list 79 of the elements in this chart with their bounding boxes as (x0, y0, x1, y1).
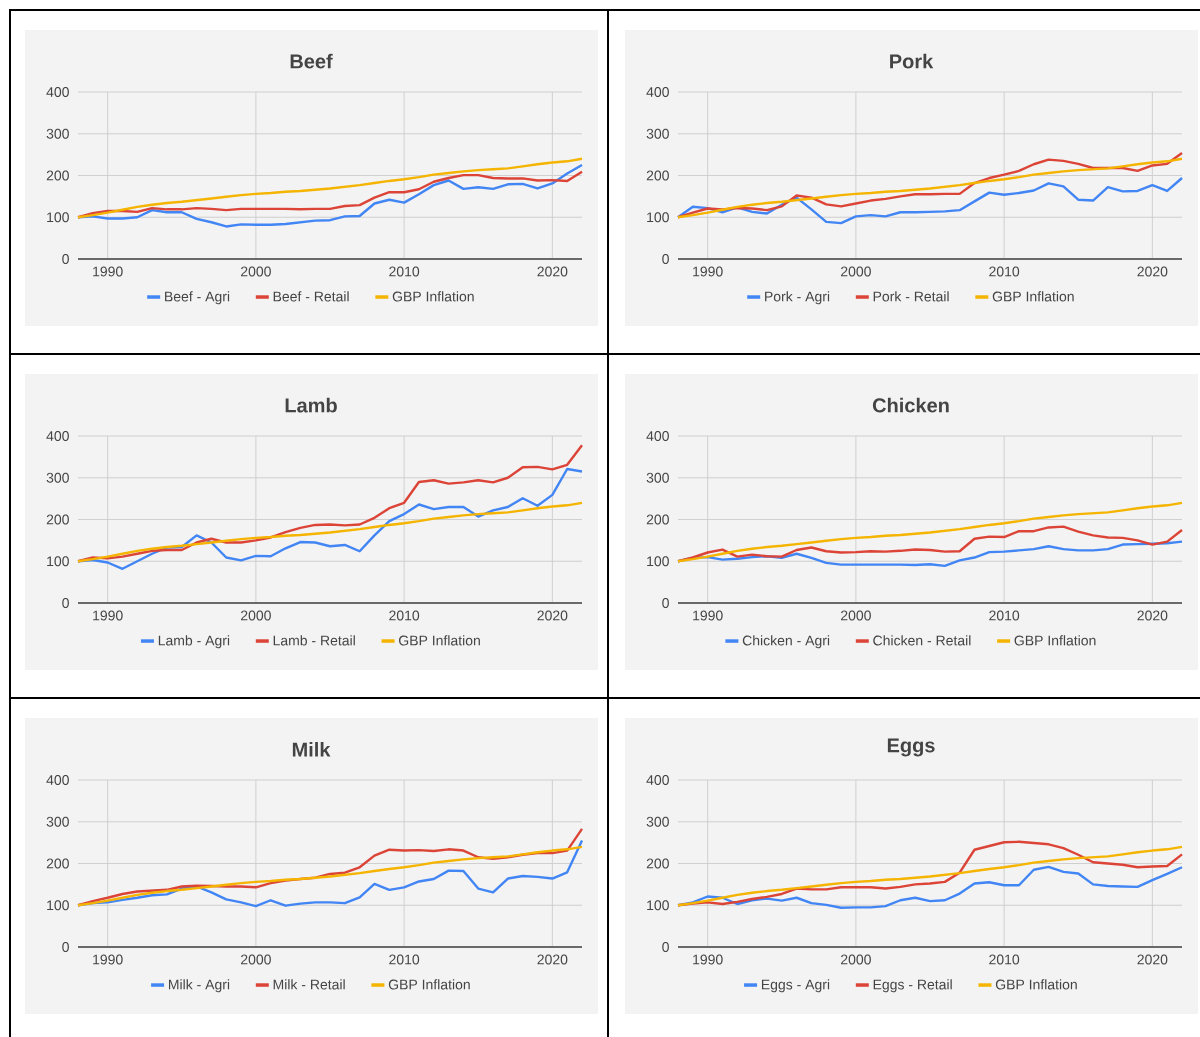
y-tick-label: 200 (46, 514, 69, 525)
y-tick-label: 100 (47, 900, 69, 911)
legend-label: Chicken - Retail (873, 635, 971, 646)
legend-label: Milk - Retail (273, 979, 345, 990)
y-tick-label: 300 (46, 472, 69, 483)
x-tick-label: 2000 (841, 954, 871, 965)
legend-label: GBP Inflation (995, 979, 1077, 990)
y-tick-label: 200 (46, 858, 69, 869)
y-tick-label: 200 (646, 170, 669, 181)
y-tick-label: 300 (46, 128, 69, 139)
chart-title: Chicken (872, 397, 949, 413)
y-tick-label: 400 (646, 431, 669, 441)
y-tick-label: 400 (646, 87, 669, 97)
x-tick-label: 2000 (841, 266, 871, 277)
legend-label: Lamb - Retail (273, 635, 355, 646)
y-tick-label: 100 (47, 556, 69, 567)
legend-label: Eggs - Agri (761, 979, 830, 993)
x-tick-label: 2020 (1137, 610, 1168, 621)
y-tick-label: 300 (646, 816, 669, 827)
legend-label: Beef - Agri (165, 291, 230, 305)
legend-label: GBP Inflation (392, 291, 474, 302)
y-tick-label: 400 (46, 775, 69, 785)
legend-label: Beef - Retail (273, 291, 349, 302)
legend-label: Milk - Agri (168, 979, 230, 993)
x-tick-label: 2020 (1137, 954, 1168, 965)
x-tick-label: 2010 (989, 610, 1020, 621)
x-tick-label: 2000 (841, 610, 871, 621)
x-tick-label: 2000 (241, 266, 271, 277)
legend-label: GBP Inflation (1014, 635, 1096, 646)
chart-title: Lamb (285, 397, 337, 413)
x-tick-label: 2020 (537, 954, 568, 965)
line-series (676, 176, 1184, 225)
x-tick-label: 1990 (93, 954, 123, 965)
legend-label: Lamb - Agri (158, 635, 230, 649)
y-tick-label: 0 (62, 598, 69, 608)
legend-label: Eggs - Retail (873, 979, 952, 993)
x-tick-label: 2010 (389, 610, 420, 621)
chart-title: Eggs (887, 738, 935, 757)
x-tick-label: 2020 (537, 610, 568, 621)
y-tick-label: 300 (646, 128, 669, 139)
y-tick-label: 100 (647, 900, 669, 911)
y-tick-label: 0 (62, 254, 69, 264)
y-tick-label: 300 (646, 472, 669, 483)
y-tick-label: 100 (647, 556, 669, 567)
y-tick-label: 400 (646, 775, 669, 785)
y-tick-label: 0 (662, 254, 669, 264)
y-tick-label: 200 (46, 170, 69, 181)
legend-label: Chicken - Agri (742, 635, 830, 649)
x-tick-label: 1990 (693, 610, 723, 621)
x-tick-label: 1990 (693, 266, 723, 277)
x-tick-label: 1990 (93, 610, 123, 621)
legend-label: GBP Inflation (992, 291, 1074, 302)
legend-label: Pork - Retail (873, 291, 949, 302)
y-tick-label: 200 (646, 858, 669, 869)
y-tick-label: 0 (662, 598, 669, 608)
x-tick-label: 2010 (389, 954, 420, 965)
x-tick-label: 2020 (537, 266, 568, 277)
y-tick-label: 0 (662, 942, 669, 952)
y-tick-label: 0 (62, 942, 69, 952)
y-tick-label: 100 (647, 212, 669, 223)
chart-title: Pork (890, 53, 934, 69)
x-tick-label: 2010 (989, 954, 1020, 965)
x-tick-label: 2000 (241, 954, 271, 965)
y-tick-label: 400 (46, 87, 69, 97)
legend-label: GBP Inflation (388, 979, 470, 990)
x-tick-label: 1990 (693, 954, 723, 965)
x-tick-label: 1990 (93, 266, 123, 277)
chart-title: Milk (292, 741, 331, 757)
y-tick-label: 200 (646, 514, 669, 525)
y-tick-label: 100 (47, 212, 69, 223)
legend-label: Pork - Agri (765, 291, 830, 305)
x-tick-label: 2010 (389, 266, 420, 277)
x-tick-label: 2010 (989, 266, 1020, 277)
x-tick-label: 2020 (1137, 266, 1168, 277)
y-tick-label: 400 (46, 431, 69, 441)
chart-title: Beef (290, 53, 333, 69)
x-tick-label: 2000 (241, 610, 271, 621)
y-tick-label: 300 (46, 816, 69, 827)
legend-label: GBP Inflation (399, 635, 480, 646)
